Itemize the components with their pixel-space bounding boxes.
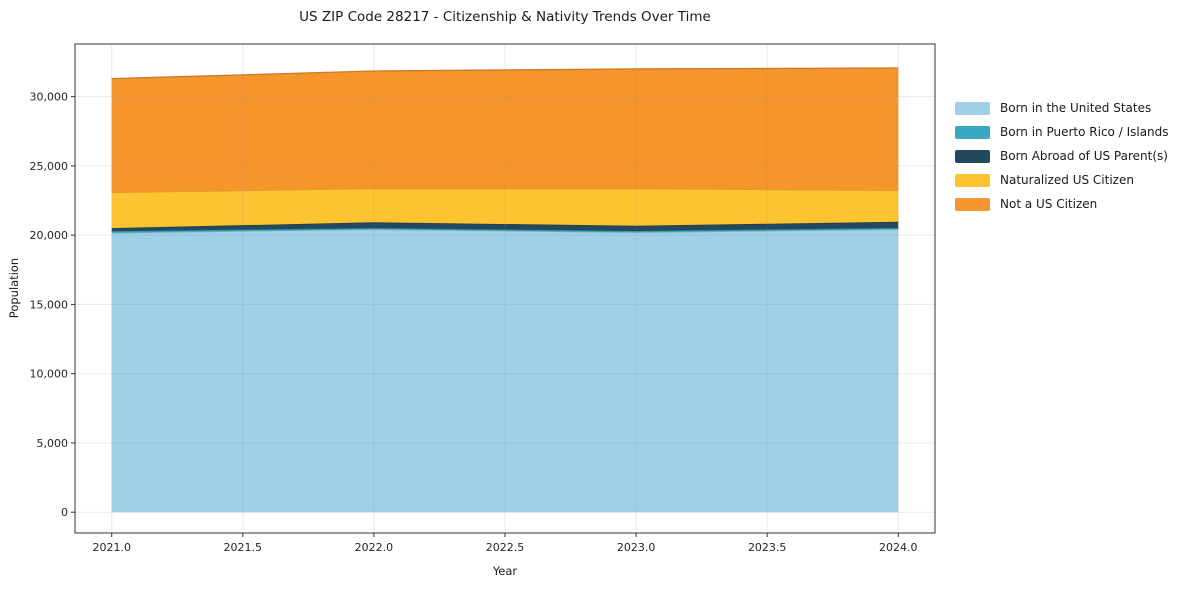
x-tick-label: 2022.5 — [486, 541, 525, 554]
legend-label: Born Abroad of US Parent(s) — [1000, 149, 1168, 163]
y-tick-label: 5,000 — [37, 437, 69, 450]
legend-item-born-in-puerto-rico-islands: Born in Puerto Rico / Islands — [955, 125, 1169, 139]
y-tick-label: 15,000 — [30, 298, 69, 311]
y-tick-label: 25,000 — [30, 160, 69, 173]
y-tick-label: 10,000 — [30, 368, 69, 381]
legend-swatch-not-a-us-citizen — [955, 197, 990, 211]
x-tick-label: 2023.0 — [617, 541, 656, 554]
y-tick-label: 30,000 — [30, 91, 69, 104]
x-tick-label: 2022.0 — [355, 541, 394, 554]
legend: Born in the United States Born in Puerto … — [955, 101, 1169, 211]
y-tick-label: 20,000 — [30, 229, 69, 242]
legend-swatch-born-in-puerto-rico-islands — [955, 125, 990, 139]
legend-item-born-abroad-of-us-parent-s: Born Abroad of US Parent(s) — [955, 149, 1169, 163]
area-not-a-us-citizen — [111, 67, 899, 193]
area-naturalized-us-citizen — [111, 188, 899, 229]
area-born-in-the-united-states — [111, 229, 899, 513]
legend-item-born-in-the-united-states: Born in the United States — [955, 101, 1169, 115]
legend-item-not-a-us-citizen: Not a US Citizen — [955, 197, 1169, 211]
y-tick-label: 0 — [61, 506, 68, 519]
legend-swatch-naturalized-us-citizen — [955, 173, 990, 187]
chart-title: US ZIP Code 28217 - Citizenship & Nativi… — [299, 9, 711, 25]
legend-label: Naturalized US Citizen — [1000, 173, 1134, 187]
x-tick-label: 2021.0 — [92, 541, 131, 554]
x-tick-label: 2021.5 — [224, 541, 263, 554]
legend-label: Born in Puerto Rico / Islands — [1000, 125, 1169, 139]
legend-swatch-born-in-the-united-states — [955, 101, 990, 115]
x-axis-label: Year — [492, 564, 518, 578]
x-tick-label: 2023.5 — [748, 541, 787, 554]
x-tick-label: 2024.0 — [879, 541, 918, 554]
legend-label: Born in the United States — [1000, 101, 1152, 115]
legend-label: Not a US Citizen — [1000, 197, 1098, 211]
legend-swatch-born-abroad-of-us-parent-s — [955, 149, 990, 163]
area-edge-not-a-us-citizen — [111, 67, 899, 80]
legend-item-naturalized-us-citizen: Naturalized US Citizen — [955, 173, 1169, 187]
